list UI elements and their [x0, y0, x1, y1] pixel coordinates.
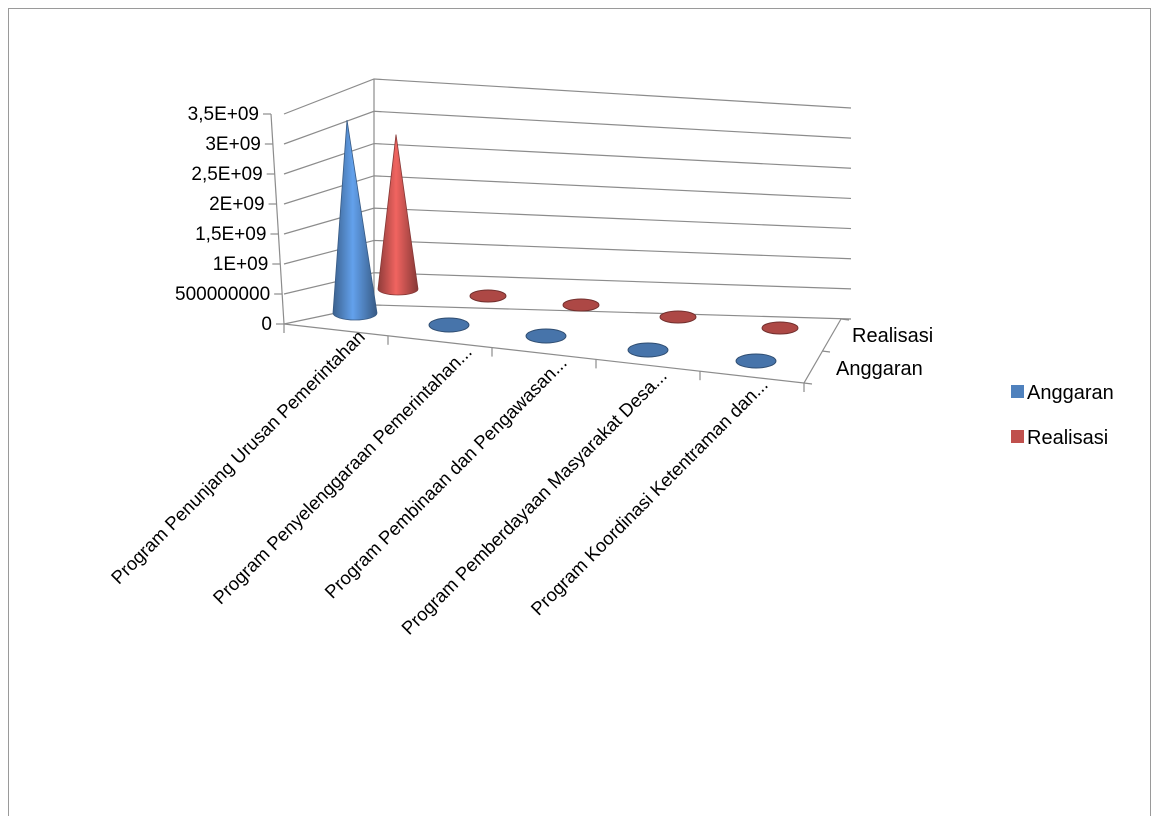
realisasi-cone — [562, 298, 600, 312]
y-tick-label: 1,5E+09 — [195, 224, 266, 245]
category-label: Program Penunjang Urusan Pemerintahan — [107, 326, 369, 588]
anggaran-cone — [627, 342, 669, 358]
gridline — [283, 207, 852, 235]
y-tick-label: 0 — [261, 314, 272, 335]
realisasi-cone — [659, 310, 697, 324]
cone-chart: 0 500000000 1E+09 1,5E+09 2E+09 2,5E+09 3E+09 3… — [107, 78, 1114, 639]
y-tick-label: 500000000 — [175, 284, 270, 305]
axes — [263, 113, 850, 392]
depth-label: Realisasi — [852, 325, 933, 347]
anggaran-cone — [735, 353, 777, 369]
gridline — [283, 142, 852, 175]
x-axis — [283, 323, 805, 384]
anggaran-cone — [525, 328, 567, 344]
depth-tick — [840, 318, 850, 321]
gridlines — [283, 78, 852, 325]
cone-series — [332, 119, 799, 369]
anggaran-cone — [332, 119, 378, 321]
y-axis — [270, 113, 285, 325]
gridline — [283, 175, 852, 205]
y-tick-label: 2E+09 — [209, 194, 264, 215]
realisasi-cone — [761, 321, 799, 335]
chart-area: 0 500000000 1E+09 1,5E+09 2E+09 2,5E+09 3E+09 3… — [8, 8, 1151, 816]
realisasi-cone — [469, 289, 507, 303]
depth-tick — [821, 350, 831, 353]
y-tick-label: 1E+09 — [213, 254, 268, 275]
gridline — [283, 110, 852, 145]
realisasi-cone — [377, 134, 419, 296]
y-tick-label: 3E+09 — [205, 134, 260, 155]
anggaran-cone — [428, 317, 470, 333]
legend-entry: Anggaran — [1027, 382, 1114, 404]
axis-labels: 0 500000000 1E+09 1,5E+09 2E+09 2,5E+09 3E+09 3… — [107, 104, 933, 639]
gridline — [283, 78, 852, 115]
y-tick-label: 3,5E+09 — [188, 104, 259, 125]
legend: Anggaran Realisasi — [1011, 382, 1114, 449]
category-label: Program Koordinasi Ketentraman dan... — [526, 374, 771, 619]
depth-tick — [803, 382, 813, 385]
legend-swatch-realisasi — [1011, 430, 1024, 443]
depth-label: Anggaran — [836, 358, 923, 380]
category-label: Program Pembinaan dan Pengawasan... — [320, 352, 570, 602]
legend-entry: Realisasi — [1027, 427, 1108, 449]
legend-swatch-anggaran — [1011, 385, 1024, 398]
y-tick-label: 2,5E+09 — [191, 164, 262, 185]
